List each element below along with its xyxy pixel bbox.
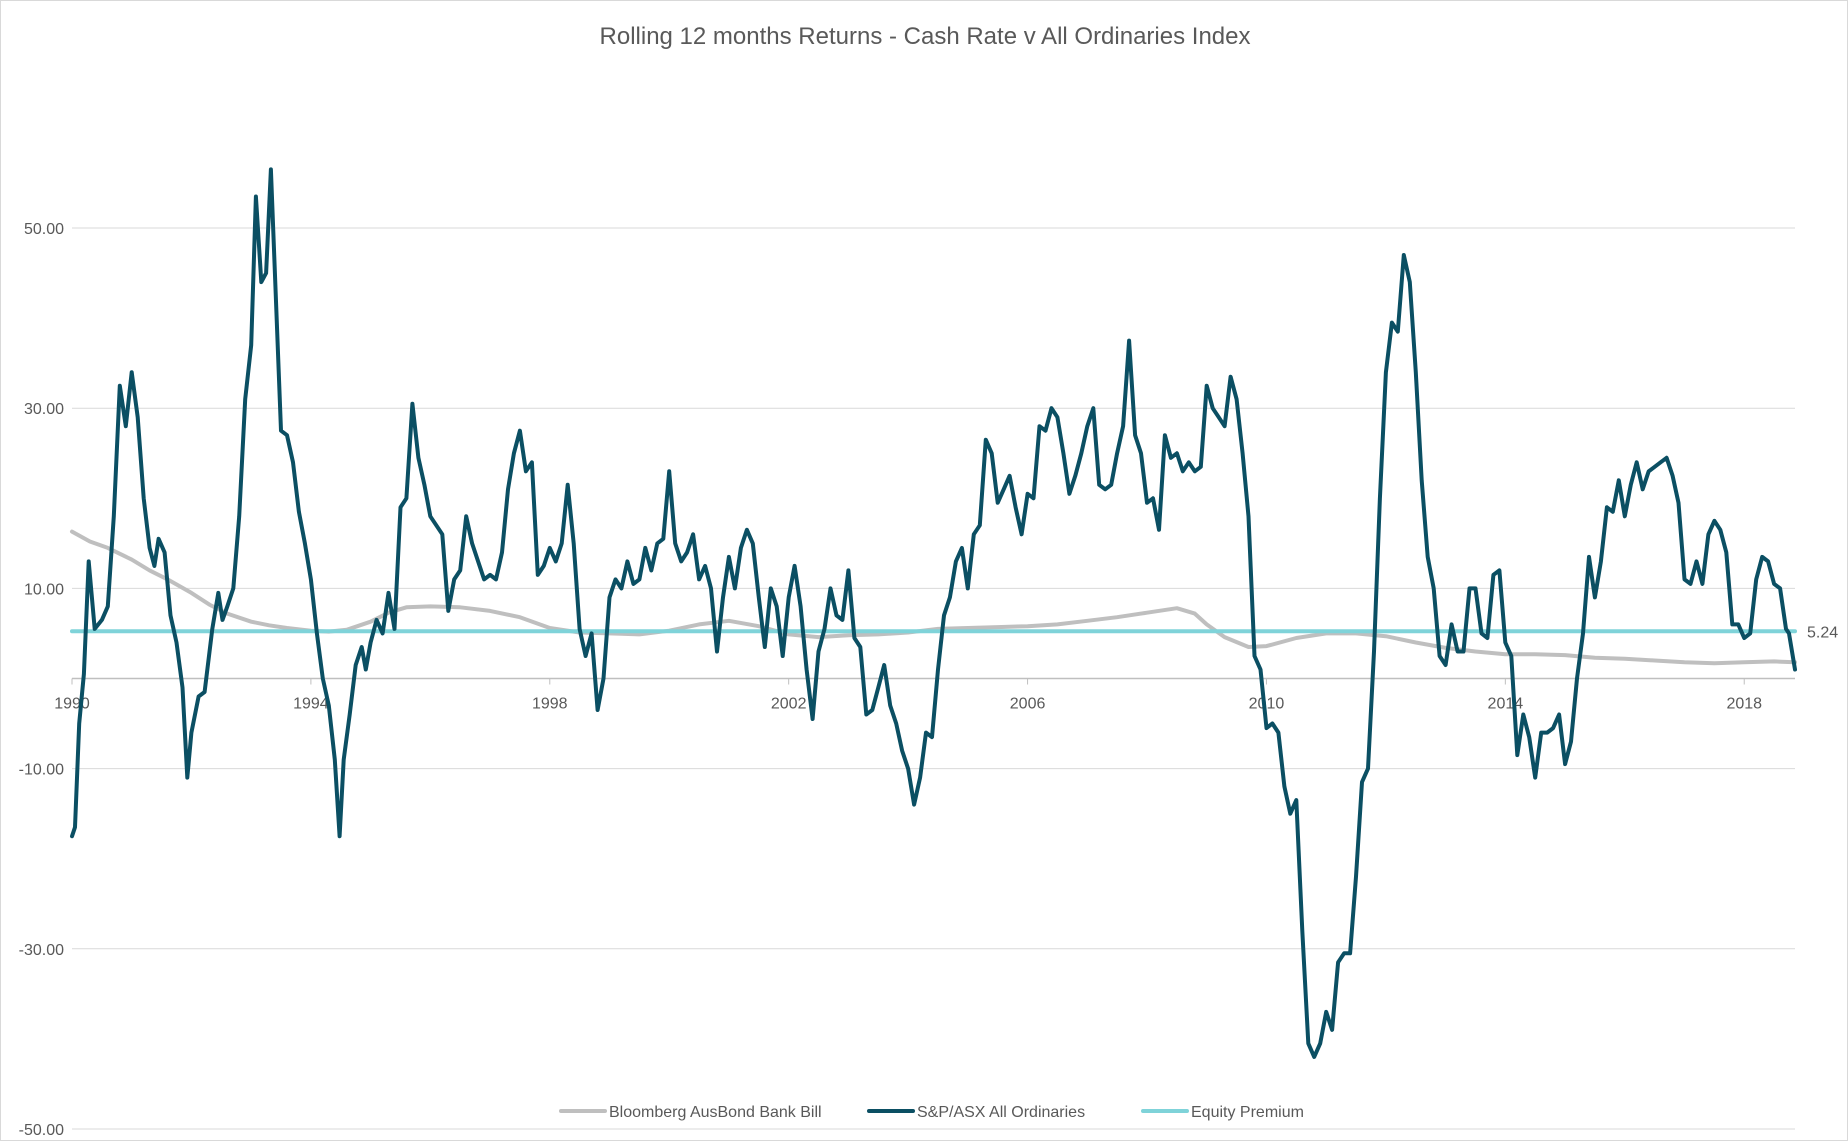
- x-tick-label: 1990: [54, 696, 90, 713]
- legend-label: S&P/ASX All Ordinaries: [917, 1104, 1085, 1121]
- x-tick-label: 2006: [1010, 696, 1046, 713]
- x-tick-label: 1994: [293, 696, 329, 713]
- grid-lines: [72, 227, 1795, 1130]
- chart-title: Rolling 12 months Returns - Cash Rate v …: [600, 23, 1251, 50]
- bank-bill-series-line: [70, 529, 1797, 666]
- y-tick-label: -10.00: [19, 762, 64, 779]
- all-ords-series-line: [70, 167, 1797, 1059]
- annotations: 5.24: [1807, 624, 1838, 641]
- x-tick-label: 2018: [1726, 696, 1762, 713]
- equity-premium-value-label: 5.24: [1807, 624, 1838, 641]
- legend-label: Bloomberg AusBond Bank Bill: [609, 1104, 822, 1121]
- x-tick-label: 2002: [771, 696, 807, 713]
- x-tick-label: 2014: [1488, 696, 1524, 713]
- x-axis-ticks: 1990 1994 1998 2002 2006 2010 2014 2018: [54, 678, 1762, 713]
- y-tick-label: -50.00: [19, 1122, 64, 1139]
- legend-label: Equity Premium: [1191, 1104, 1304, 1121]
- x-tick-label: 1998: [532, 696, 568, 713]
- legend: Bloomberg AusBond Bank Bill S&P/ASX All O…: [559, 1104, 1304, 1121]
- y-tick-label: 30.00: [24, 401, 64, 418]
- series-lines: [70, 167, 1797, 1059]
- y-axis-ticks: 50.00 30.00 10.00 -10.00 -30.00 -50.00: [19, 221, 64, 1139]
- x-tick-label: 2010: [1249, 696, 1285, 713]
- y-tick-label: -30.00: [19, 942, 64, 959]
- y-tick-label: 50.00: [24, 221, 64, 238]
- y-tick-label: 10.00: [24, 581, 64, 598]
